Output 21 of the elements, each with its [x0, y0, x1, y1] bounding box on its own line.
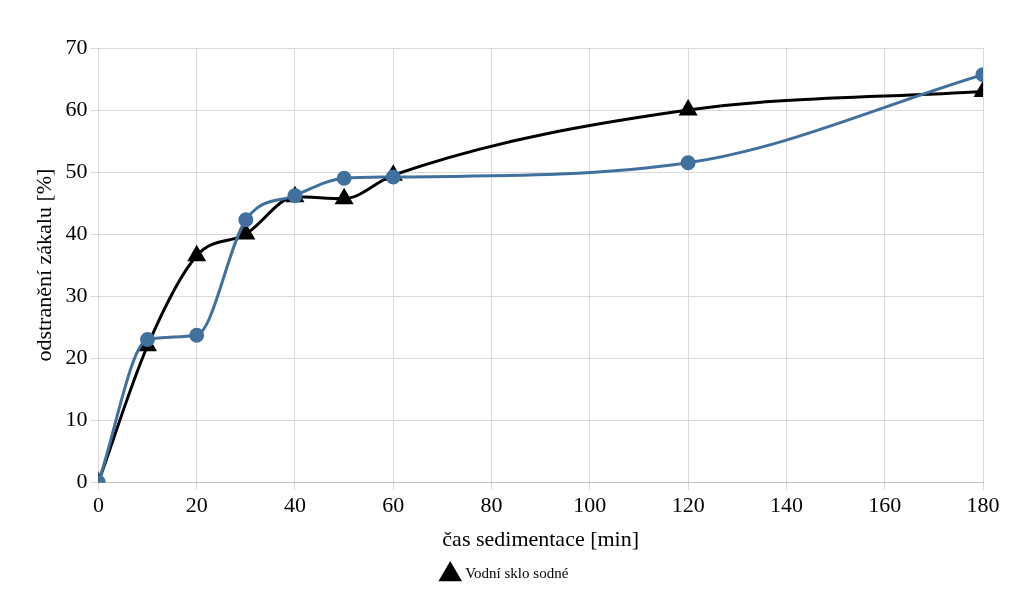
y-tick-label: 0	[76, 467, 88, 493]
legend-label: Vodní sklo sodné	[465, 565, 569, 582]
x-tick-label: 0	[92, 492, 104, 518]
x-tick-label: 80	[480, 492, 503, 518]
y-axis-title: odstranění zákalu [%]	[30, 168, 56, 362]
y-tick-label: 50	[65, 157, 88, 183]
x-tick-label: 180	[966, 492, 1000, 518]
x-tick-label: 60	[382, 492, 405, 518]
x-tick-label: 40	[283, 492, 306, 518]
y-tick-label: 20	[65, 343, 88, 369]
y-tick-label: 30	[65, 281, 88, 307]
x-tick-label: 100	[573, 492, 607, 518]
x-tick-label: 120	[671, 492, 705, 518]
y-tick-label: 40	[65, 219, 88, 245]
y-tick-label: 70	[65, 33, 88, 59]
x-axis-title: čas sedimentace [min]	[442, 525, 640, 551]
y-tick-label: 10	[65, 405, 88, 431]
x-tick-label: 20	[185, 492, 208, 518]
x-tick-label: 140	[769, 492, 803, 518]
x-tick-label: 160	[868, 492, 902, 518]
y-tick-label: 60	[65, 95, 88, 121]
